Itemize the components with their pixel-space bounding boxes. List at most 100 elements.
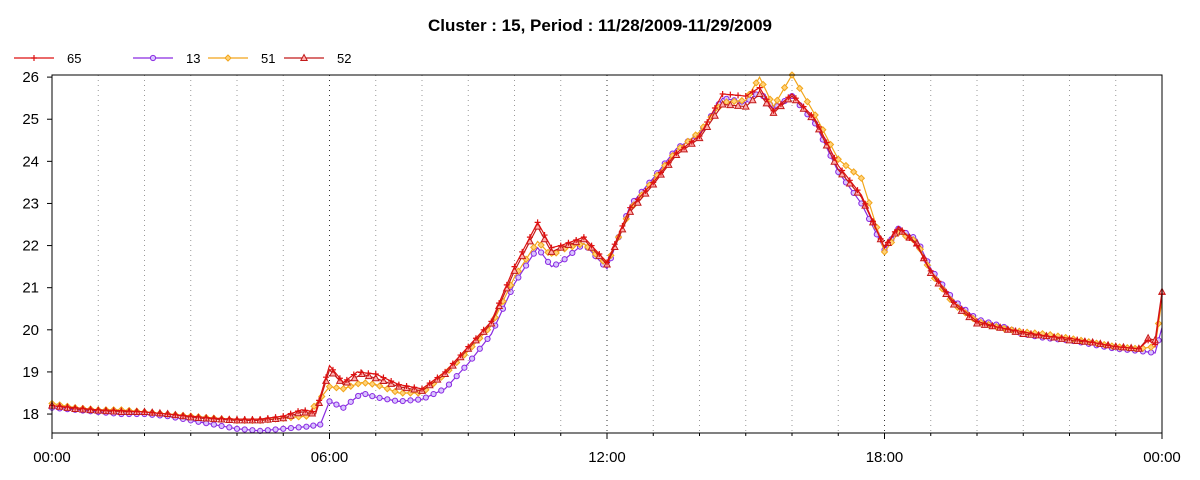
data-point [1020,328,1027,335]
data-point [884,239,891,246]
data-point [350,371,357,378]
x-axis: 00:00 06:00 12:00 18:00 00:00 [33,433,1181,466]
data-point [756,84,763,91]
data-point [511,263,518,270]
legend-label: 51 [261,51,275,66]
legend-item: 51 [208,51,275,66]
data-point [759,80,767,89]
data-point [696,133,703,140]
data-point [333,401,340,408]
data-point [920,255,927,262]
data-point [317,421,324,428]
data-point [195,413,202,420]
data-point [383,385,392,393]
data-point [596,251,603,257]
data-point [580,234,587,241]
data-point [902,232,910,241]
data-point [224,54,232,62]
data-point [468,342,476,351]
data-point [461,364,468,371]
data-point [839,167,846,174]
data-point [650,179,657,186]
data-point [362,390,369,398]
data-point [371,373,380,382]
data-point [395,381,402,388]
data-point [399,397,406,405]
grid-lines [97,75,1117,433]
data-point [210,421,217,428]
data-point [350,373,359,382]
data-point [156,410,163,417]
data-point [87,406,94,413]
data-point [332,384,341,392]
legend: 65 13 51 52 [14,51,351,66]
data-point [187,413,194,420]
data-point [249,427,256,434]
data-point [869,218,876,225]
data-point [1074,336,1081,343]
data-point [445,381,453,388]
data-point [785,94,792,101]
data-point [1089,339,1096,346]
data-point [249,416,256,423]
data-point [79,405,86,412]
data-point [842,161,850,170]
y-tick-label: 23 [22,195,39,212]
data-point [913,242,920,249]
y-tick-label: 22 [22,238,39,255]
data-point [849,168,858,176]
data-point [526,234,533,241]
data-point [547,247,556,255]
legend-item: 13 [133,51,200,66]
data-point [534,219,541,226]
data-point [710,111,719,119]
data-point [703,122,712,130]
data-point [384,396,391,403]
y-tick-label: 24 [22,153,39,170]
data-point [329,366,336,373]
data-point [657,169,664,176]
data-point [811,111,819,119]
data-point [376,394,383,402]
data-point [665,159,672,166]
data-point [726,100,735,109]
data-point [1128,345,1135,352]
data-point [927,267,934,274]
data-point [347,398,354,405]
plot-frame [51,74,1163,434]
data-point [748,95,757,104]
data-point [380,374,387,381]
data-point [561,256,568,263]
data-point [302,407,309,414]
data-point [770,107,777,114]
data-point [530,250,537,257]
data-point [1027,330,1034,337]
data-point [865,199,873,207]
data-point [742,93,749,100]
data-point [803,97,812,106]
data-point [391,397,399,404]
data-point [496,300,503,307]
data-point [309,408,316,415]
data-point [299,53,309,61]
legend-label: 52 [337,51,351,66]
data-point [997,324,1004,331]
legend-label: 65 [67,51,81,66]
data-point [544,258,552,265]
data-point [354,380,362,388]
data-point [357,369,364,376]
legend-item: 52 [284,51,351,66]
series-markers [48,71,1163,425]
data-point [537,241,545,249]
x-tick-label: 00:00 [33,449,71,466]
data-point [857,174,866,182]
data-point [1051,333,1058,340]
data-point [1043,333,1050,340]
data-point [287,424,295,432]
data-point [711,104,718,111]
data-point [430,390,437,398]
data-point [1147,343,1155,351]
data-point [133,408,140,415]
data-point [691,131,700,139]
x-tick-label: 12:00 [588,449,626,466]
